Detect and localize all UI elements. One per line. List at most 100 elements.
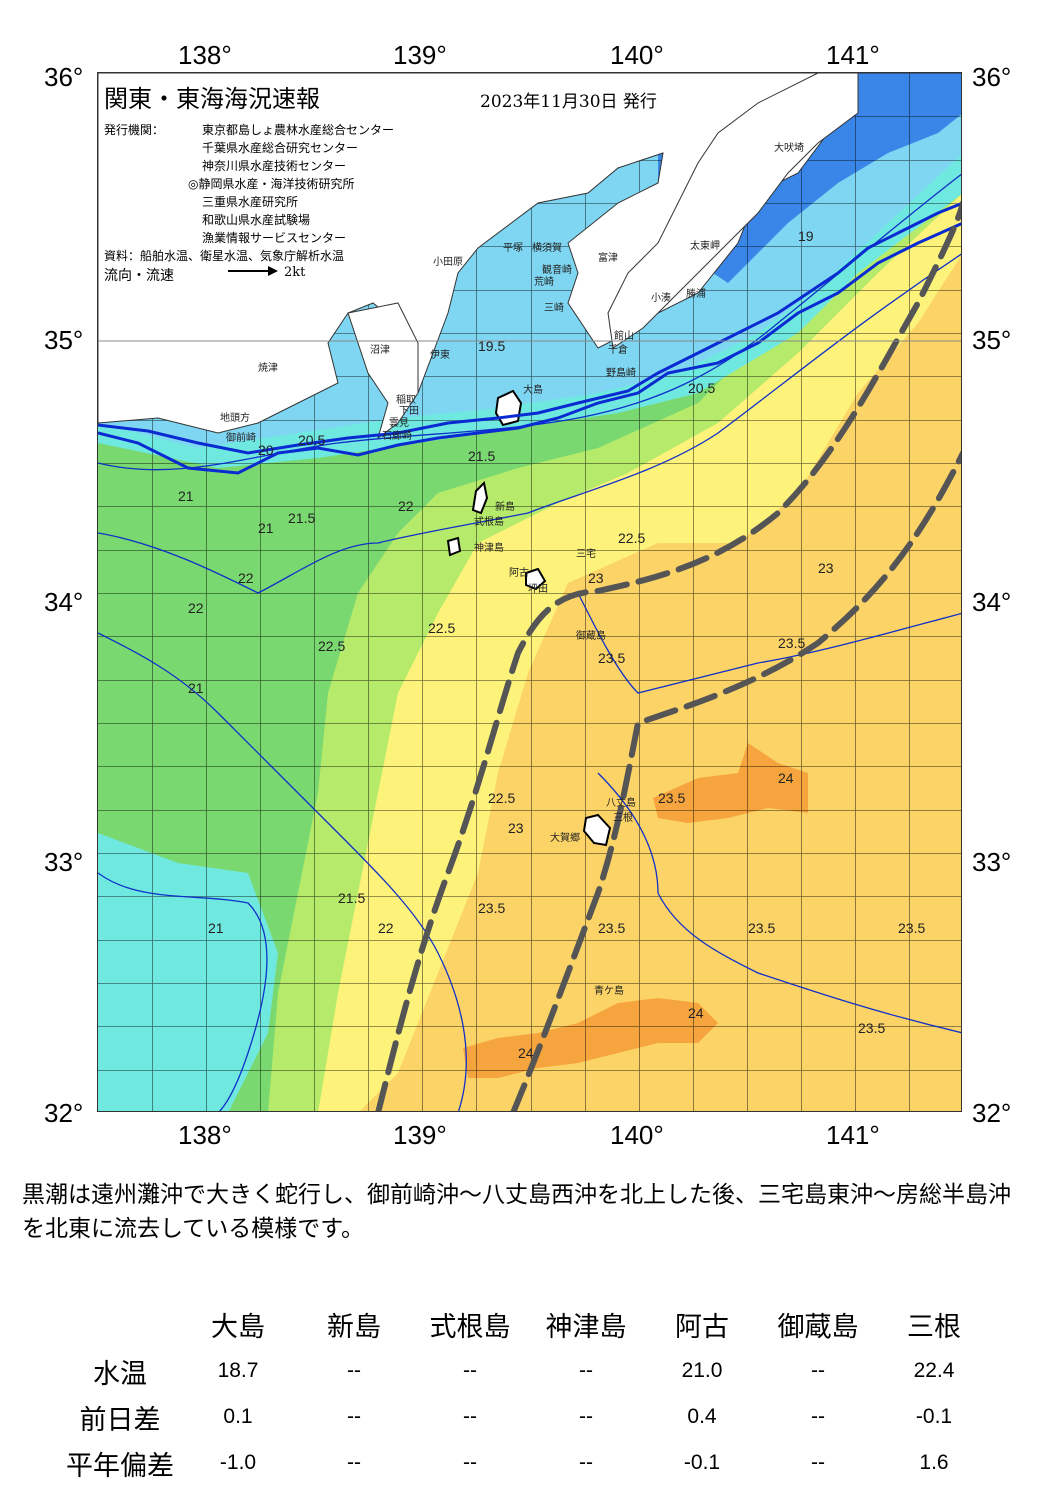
isotherm-label: 22 [238,570,254,586]
zone-orange-south [463,998,718,1078]
lat-label-34-right: 34° [972,587,1012,617]
kuroshio-axis-secondary [510,450,961,1111]
lon-label-139-top: 139° [393,40,447,70]
header-ako: 阿古 [675,1311,729,1343]
table-cell: -0.1 [915,1405,953,1428]
place-label: 千倉 [608,343,628,356]
isotherm-label: 24 [778,770,794,786]
lon-label-140-top: 140° [610,40,664,70]
isotherm-label: 22.5 [428,620,455,636]
place-label: 沼津 [370,343,390,356]
header-mikurajima: 御蔵島 [777,1311,859,1343]
publisher-1: 千葉県水産総合研究センター [202,141,359,155]
publisher-5: 和歌山県水産試験場 [202,213,311,227]
issue-date: 2023年11月30日 発行 [480,92,657,112]
place-label: 館山 [614,329,634,342]
place-label: 三根 [613,811,633,824]
place-label: 横須賀 [532,241,562,254]
table-cell: -- [811,1451,825,1474]
isotherm-label: 22.5 [488,790,515,806]
place-label: 新島 [495,500,515,513]
place-label: 小田原 [433,256,463,268]
isotherm-contours [98,173,961,1111]
lon-label-140-bottom: 140° [610,1120,664,1150]
place-label: 焼津 [258,362,278,374]
lon-label-139-bottom: 139° [393,1120,447,1150]
row-label-normal-anomaly: 平年偏差 [66,1450,174,1482]
lon-label-141-bottom: 141° [826,1120,880,1150]
zone-orange-hachijo [653,743,808,823]
island-hachijojima [582,813,612,847]
isotherm-label: 21.5 [338,890,365,906]
table-row: 平年偏差 -1.0 -- -- -- -0.1 -- 1.6 [60,1440,992,1486]
isotherm-label: 23.5 [858,1020,885,1036]
lat-label-33-right: 33° [972,847,1012,877]
isotherm-label: 20 [258,442,274,458]
header-oshima: 大島 [211,1311,265,1343]
table-cell: -0.1 [683,1451,721,1474]
isotherm-label: 22 [398,498,414,514]
row-label-water-temp: 水温 [93,1358,147,1390]
isotherm-label: 19 [798,228,814,244]
isotherm-label: 22.5 [618,530,645,546]
table-header-row: 大島 新島 式根島 神津島 阿古 御蔵島 三根 [60,1300,992,1348]
place-label: 八丈島 [606,796,636,809]
place-label: 大賀郷 [550,831,580,844]
place-label: 地頭方 [220,411,250,424]
kuroshio-axis-main [375,200,961,1111]
summary-text: 黒潮は遠州灘沖で大きく蛇行し、御前崎沖～八丈島西沖を北上した後、三宅島東沖～房総… [22,1182,1011,1242]
lat-label-36-right: 36° [972,62,1012,92]
table-cell: 0.1 [223,1405,253,1428]
lat-label-32-left: 32° [44,1098,84,1128]
place-label: 平塚 [503,242,523,254]
lat-label-33-left: 33° [44,847,84,877]
isotherm-label: 19.5 [478,338,505,354]
isotherm-label: 22 [378,920,394,936]
table-cell: -- [347,1405,361,1428]
flow-legend-label: 流向・流速 [104,268,174,284]
isotherm-label: 21 [208,920,224,936]
place-label: 勝浦 [686,287,706,300]
place-label: 太東岬 [690,239,720,252]
place-label: 荒崎 [534,275,554,288]
place-label: 観音崎 [542,263,572,276]
table-cell: -- [463,1451,477,1474]
table-corner [60,1300,180,1348]
publisher-0: 東京都島しょ農林水産総合センター [202,123,395,137]
isotherm-label: 20.5 [298,432,325,448]
publisher-4: 三重県水産研究所 [202,195,299,209]
place-label: 小湊 [651,291,671,304]
lat-label-32-right: 32° [972,1098,1012,1128]
table-cell: -- [579,1359,593,1382]
isotherm-label: 23.5 [898,920,925,936]
isotherm-label: 24 [518,1045,534,1061]
island-temperature-table: 大島 新島 式根島 神津島 阿古 御蔵島 三根 水温 18.7 -- -- --… [60,1300,992,1486]
isotherm-label: 23 [508,820,524,836]
place-label: 雲見 [389,417,409,429]
place-label: 三崎 [544,301,564,314]
place-label: 大吠埼 [774,141,804,154]
header-shikinejima: 式根島 [429,1311,511,1343]
table-cell: -- [347,1359,361,1382]
isotherm-label: 23.5 [598,920,625,936]
island-miyakejima [525,567,547,591]
table-row: 前日差 0.1 -- -- -- 0.4 -- -0.1 [60,1394,992,1440]
place-label: 野島崎 [606,366,636,379]
isotherm-labels: 19 19.5 20 20.5 20.5 21 21 21 21.5 21.5 22 22 22 22.5… [178,228,925,1061]
place-label: 神津島 [474,541,504,554]
sea-temperature-map: 19 19.5 20 20.5 20.5 21 21 21 21.5 21.5 22 22 22 22.5… [97,72,962,1112]
publisher-label: 発行機関： [104,123,165,137]
place-label: 御前崎 [226,431,256,444]
isotherm-label: 21 [178,488,194,504]
lat-label-36-left: 36° [44,62,84,92]
island-oshima [494,389,523,427]
table-cell: -- [579,1451,593,1474]
isotherm-label: 23 [588,570,604,586]
isotherm-label: 20.5 [688,380,715,396]
place-label: 三宅 [576,547,596,560]
place-label: 御蔵島 [576,629,606,642]
isotherm-label: 22.5 [318,638,345,654]
place-label: 大島 [523,383,543,396]
lat-label-35-left: 35° [44,325,84,355]
